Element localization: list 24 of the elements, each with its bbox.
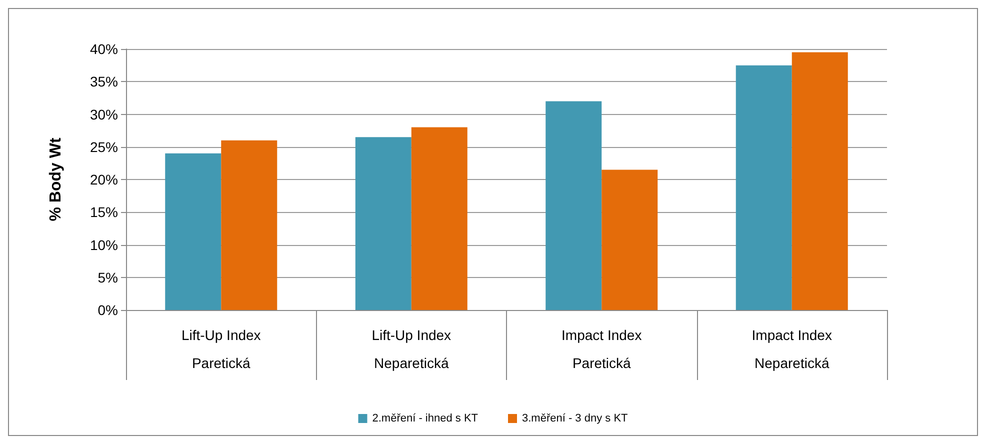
- bar: [355, 137, 412, 310]
- bar: [792, 52, 848, 310]
- bar: [165, 153, 222, 310]
- y-tick-label: 30%: [90, 106, 118, 122]
- x-tick-label: Lift-Up Index Neparetická: [372, 327, 452, 371]
- y-axis-title: % Body Wt: [48, 137, 64, 222]
- y-tick-label: 40%: [90, 41, 118, 57]
- x-tick-label: Impact Index Paretická: [562, 327, 642, 371]
- x-tick-label: Lift-Up Index Paretická: [181, 327, 261, 371]
- x-tick-label: Impact Index Neparetická: [752, 327, 832, 371]
- bar: [736, 65, 792, 310]
- y-tick-label: 5%: [98, 269, 118, 286]
- y-tick-label: 20%: [90, 172, 118, 188]
- bar: [602, 170, 658, 310]
- y-tick-label: 10%: [90, 236, 118, 253]
- legend-label: 2.měření - ihned s KT: [372, 412, 478, 424]
- y-tick-label: 15%: [90, 204, 118, 220]
- y-tick-label: 0%: [98, 302, 118, 318]
- y-tick-label: 25%: [90, 138, 118, 155]
- bar: [221, 140, 278, 310]
- y-tick-label: 35%: [90, 74, 118, 90]
- bar: [411, 127, 468, 310]
- legend-label: 3.měření - 3 dny s KT: [522, 412, 628, 424]
- bar: [546, 101, 602, 310]
